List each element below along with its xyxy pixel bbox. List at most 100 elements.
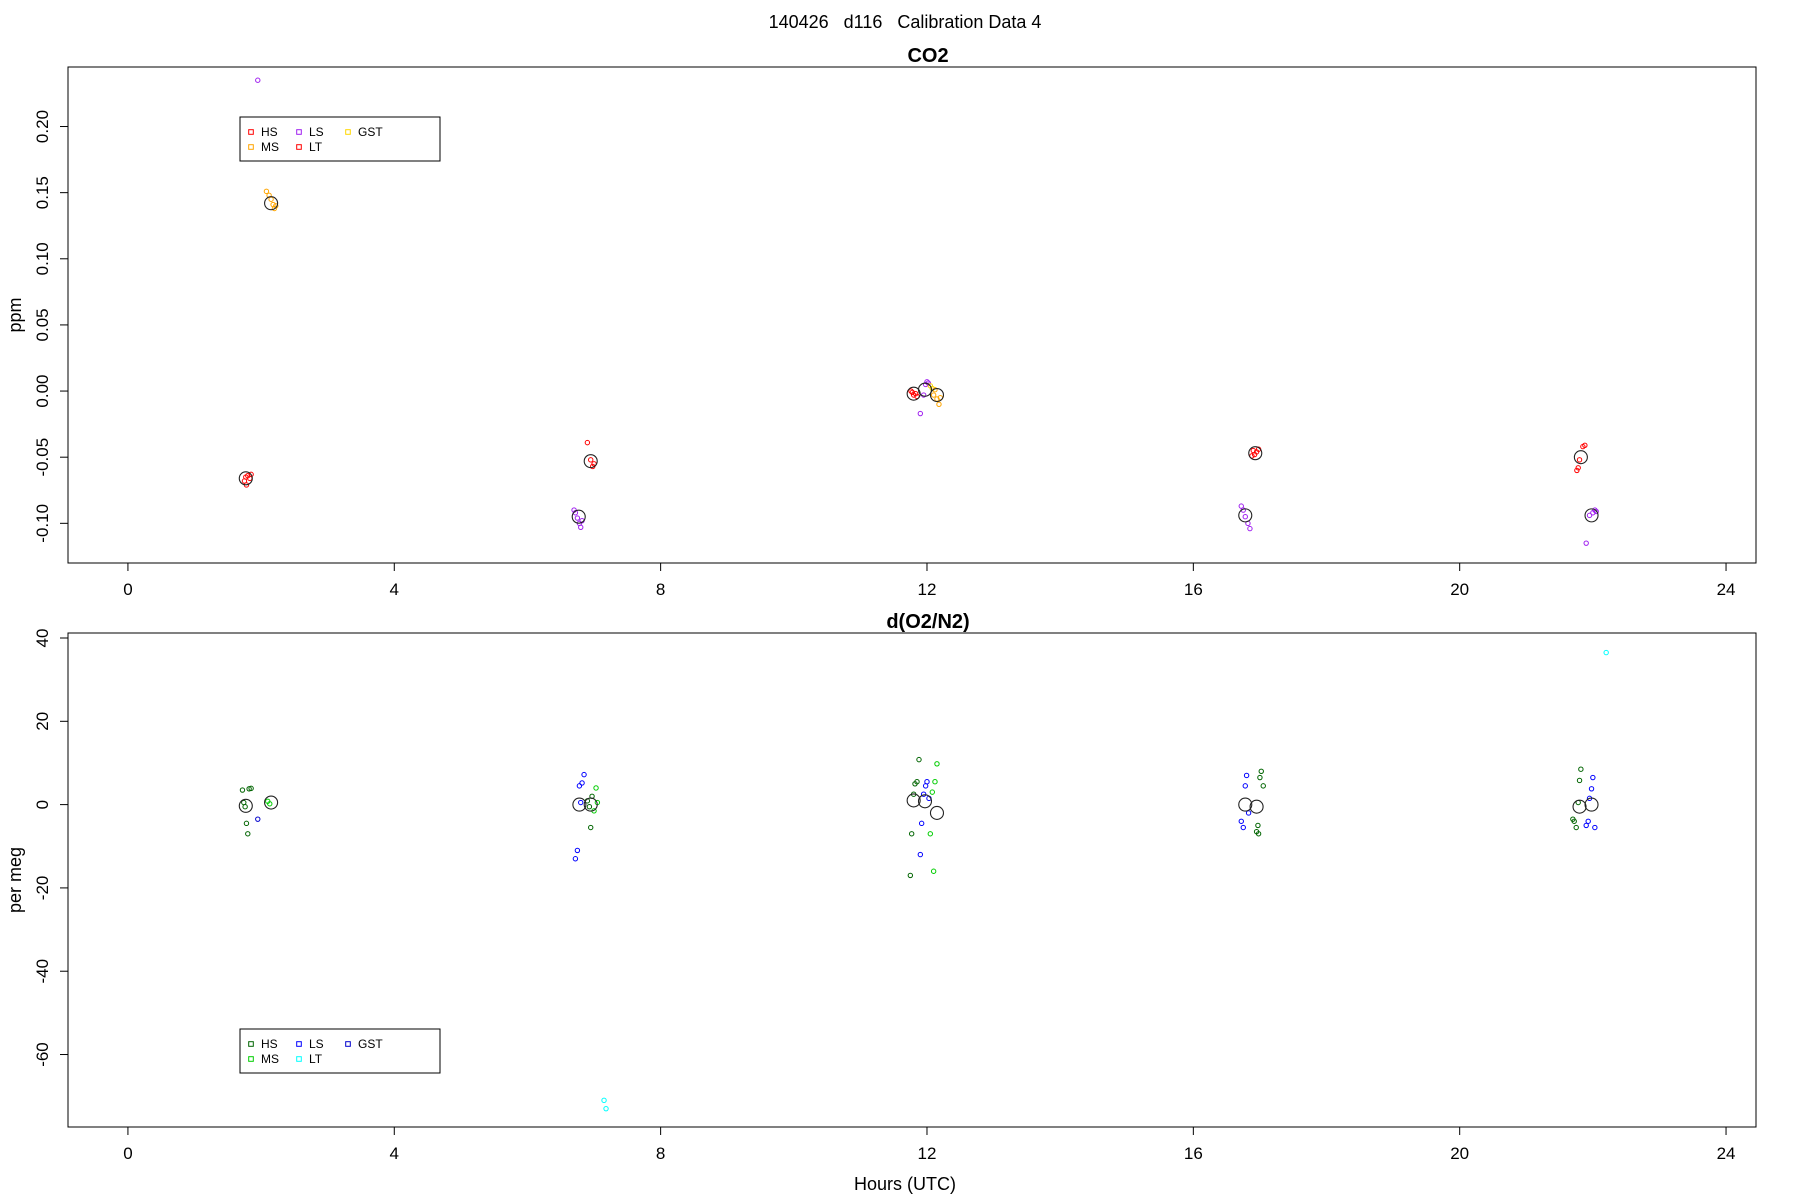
- co2-legend-label-gst: GST: [358, 125, 383, 139]
- o2n2-point-hs: [1576, 777, 1583, 784]
- o2n2-x-tick-label: 0: [123, 1144, 132, 1163]
- co2-point-hs: [909, 389, 916, 396]
- o2n2-mean-marker: [1584, 797, 1599, 812]
- o2n2-point-ls: [1243, 772, 1250, 779]
- co2-point-ls: [1593, 508, 1599, 515]
- o2n2-x-tick-label: 20: [1450, 1144, 1469, 1163]
- o2n2-point-hs: [1255, 831, 1262, 837]
- co2-x-tick-label: 0: [123, 580, 132, 599]
- o2n2-point-hs: [243, 820, 250, 827]
- o2n2-point-ms: [593, 785, 599, 791]
- co2-point-hs: [248, 471, 254, 478]
- co2-mean-marker: [929, 387, 945, 403]
- o2n2-point-hs: [245, 831, 251, 837]
- o2n2-point-ms: [932, 778, 938, 785]
- co2-point-ms: [930, 392, 937, 398]
- co2-point-ls: [1592, 507, 1598, 513]
- co2-y-tick-label: 0.10: [33, 242, 52, 275]
- co2-point-ls: [1247, 525, 1253, 532]
- o2n2-mean-marker: [1238, 797, 1253, 812]
- co2-point-ls: [1242, 514, 1248, 520]
- x-axis-label: Hours (UTC): [854, 1174, 956, 1194]
- co2-point-hs: [1576, 457, 1583, 463]
- o2n2-legend-label-lt: LT: [309, 1052, 323, 1066]
- o2n2-point-ls: [581, 771, 587, 778]
- co2-y-tick-label: -0.05: [33, 438, 52, 477]
- co2-legend-label-ls: LS: [309, 125, 324, 139]
- o2n2-mean-marker: [917, 794, 933, 809]
- o2n2-legend-label-ls: LS: [309, 1037, 324, 1051]
- co2-point-ls: [578, 524, 584, 530]
- co2-x-tick-label: 16: [1184, 580, 1203, 599]
- o2n2-mean-marker: [1249, 799, 1264, 814]
- o2n2-point-lt: [603, 1105, 609, 1112]
- o2n2-legend-swatch-hs: [248, 1041, 254, 1047]
- o2n2-legend-swatch-gst: [345, 1041, 351, 1047]
- co2-y-axis-label: ppm: [5, 297, 25, 332]
- co2-legend-box: [239, 116, 441, 162]
- o2n2-x-tick-label: 24: [1717, 1144, 1736, 1163]
- o2n2-point-ls: [1583, 822, 1589, 829]
- o2n2-point-ls: [579, 780, 585, 786]
- co2-mean-marker: [917, 382, 933, 397]
- co2-y-tick-label: 0.20: [33, 110, 52, 143]
- co2-legend-label-hs: HS: [261, 125, 278, 139]
- co2-point-ms: [268, 196, 274, 202]
- co2-data-points: [238, 77, 1599, 546]
- co2-point-hs: [1575, 465, 1581, 471]
- o2n2-mean-marker: [906, 793, 921, 808]
- co2-legend-swatch-ls: [296, 129, 302, 135]
- co2-x-tick-label: 8: [656, 580, 665, 599]
- co2-point-ls: [255, 77, 261, 83]
- o2n2-y-tick-label: -40: [33, 959, 52, 984]
- co2-point-ls: [1586, 512, 1593, 519]
- co2-mean-marker: [1573, 450, 1588, 465]
- co2-x-axis: 0 4 8 12 16 20 24: [123, 562, 1735, 599]
- o2n2-point-ls: [572, 856, 579, 862]
- o2n2-legend-swatch-lt: [296, 1056, 302, 1062]
- o2n2-point-hs: [588, 824, 594, 831]
- o2n2-mean-marker: [238, 798, 253, 813]
- co2-y-tick-label: 0.00: [33, 375, 52, 408]
- co2-point-ms: [263, 188, 270, 195]
- co2-point-hs: [1574, 467, 1580, 474]
- o2n2-point-hs: [907, 872, 914, 879]
- co2-y-tick-label: 0.05: [33, 308, 52, 341]
- co2-legend-label-lt: LT: [309, 140, 323, 154]
- o2n2-mean-marker: [929, 805, 945, 820]
- o2n2-point-ls: [578, 799, 584, 806]
- o2n2-y-tick-label: 20: [33, 712, 52, 731]
- co2-point-hs: [912, 390, 919, 397]
- co2-mean-marker: [571, 509, 586, 524]
- o2n2-y-axis-label: per meg: [5, 847, 25, 913]
- o2n2-point-hs: [1258, 768, 1264, 774]
- co2-panel-title: CO2: [907, 45, 948, 67]
- co2-legend-swatch-lt: [296, 144, 302, 150]
- o2n2-point-ms: [267, 801, 273, 807]
- o2n2-mean-marker: [264, 795, 279, 810]
- co2-point-ms: [936, 401, 942, 407]
- o2n2-legend-label-hs: HS: [261, 1037, 278, 1051]
- co2-legend-swatch-gst: [345, 129, 351, 135]
- o2n2-legend-label-gst: GST: [358, 1037, 383, 1051]
- o2n2-y-axis: -60 -40 -20 0 20 40: [33, 629, 69, 1067]
- o2n2-point-hs: [239, 787, 246, 793]
- o2n2-legend-swatch-ms: [248, 1056, 254, 1062]
- co2-y-tick-label: 0.15: [33, 176, 52, 209]
- co2-point-hs: [908, 388, 914, 394]
- co2-point-hs: [588, 457, 594, 463]
- o2n2-x-tick-label: 4: [390, 1144, 399, 1163]
- o2n2-point-lt: [601, 1097, 607, 1104]
- o2n2-x-tick-label: 16: [1184, 1144, 1203, 1163]
- o2n2-point-ms: [929, 789, 936, 795]
- o2n2-point-ls: [1590, 774, 1596, 781]
- o2n2-x-tick-label: 12: [918, 1144, 937, 1163]
- o2n2-point-hs: [914, 778, 920, 785]
- o2n2-point-ls: [917, 851, 924, 858]
- co2-point-ls: [917, 410, 924, 417]
- co2-mean-marker: [264, 196, 279, 211]
- o2n2-point-ls: [1592, 824, 1598, 831]
